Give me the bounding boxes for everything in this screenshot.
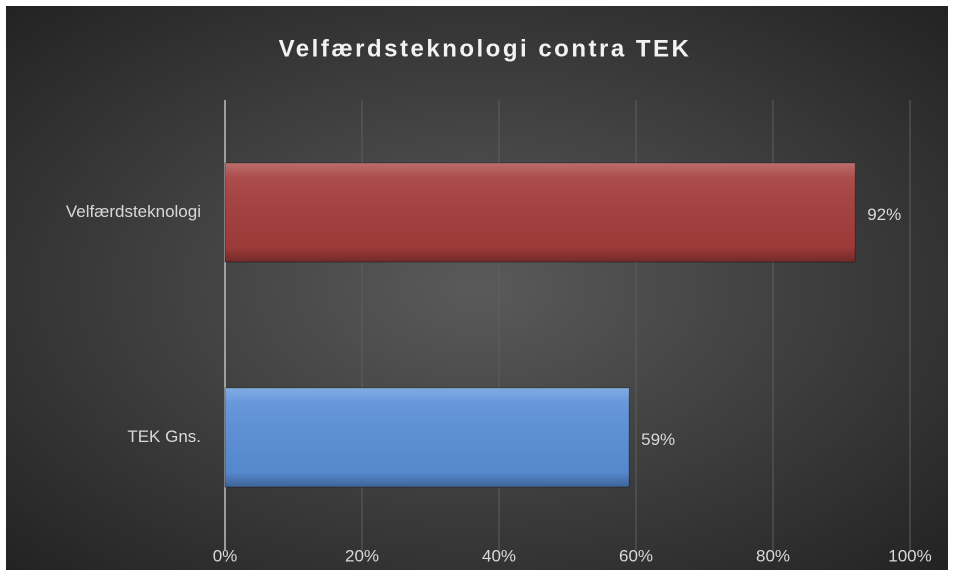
x-tick-label: 40% [482,546,516,565]
y-tick-label: Velfærdsteknologi [66,202,201,221]
value-label: 92% [867,205,901,224]
chart-title: Velfærdsteknologi contra TEK [279,35,692,62]
y-tick-label: TEK Gns. [127,427,201,446]
x-tick-label: 80% [756,546,790,565]
x-tick-label: 100% [888,546,931,565]
bar-shine [225,163,856,262]
x-tick-label: 0% [213,546,238,565]
x-tick-label: 20% [345,546,379,565]
x-tick-label: 60% [619,546,653,565]
bar-shine [225,388,630,487]
value-label: 59% [641,430,675,449]
